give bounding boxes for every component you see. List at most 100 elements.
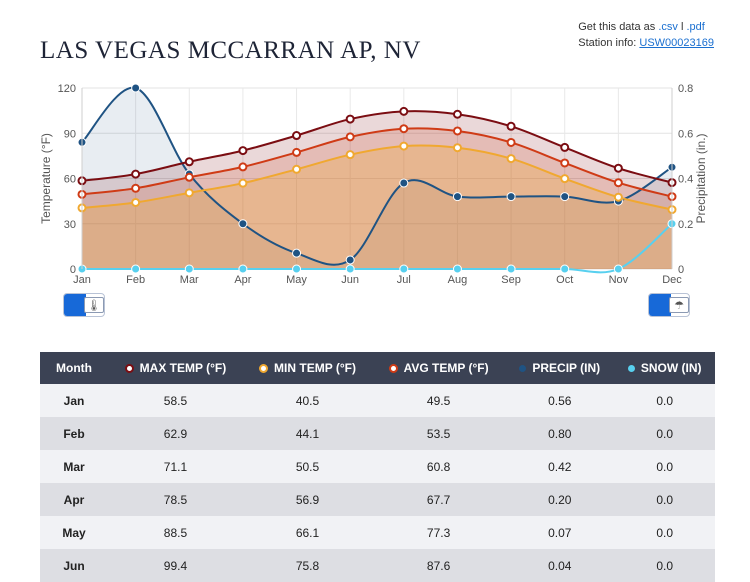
min-temp-f-point xyxy=(238,178,248,188)
precip-in-area xyxy=(82,87,672,269)
min-temp-f-point xyxy=(345,150,355,160)
y-left-tick-label: 30 xyxy=(64,219,76,231)
y-left-tick-label: 0 xyxy=(70,264,76,276)
max-temp-f-point xyxy=(184,157,194,167)
y-right-tick-label: 0.8 xyxy=(678,83,693,95)
cell-min-temp: 44.1 xyxy=(295,426,320,441)
y-right-tick-label: 0 xyxy=(678,264,684,276)
avg-temp-f-point xyxy=(345,132,355,142)
station-info-label: Station info: xyxy=(578,37,637,49)
temperature-toggle[interactable]: 🌡 xyxy=(63,293,105,317)
cell-snow: 0.0 xyxy=(656,393,674,408)
precip-in-point xyxy=(452,192,462,202)
cell-avg-temp: 67.7 xyxy=(426,492,451,507)
snow-in-point xyxy=(452,264,462,274)
x-tick-label: Dec xyxy=(662,274,682,286)
cell-snow: 0.0 xyxy=(656,426,674,441)
avg-temp-legend-icon xyxy=(388,364,398,374)
get-data-label: Get this data as xyxy=(578,21,656,33)
header-avg-temp-label: AVG TEMP (°F) xyxy=(403,361,489,375)
header-snow[interactable]: SNOW (IN) xyxy=(614,352,715,384)
snow-in-point xyxy=(345,264,355,274)
cell-precip: 0.04 xyxy=(548,558,572,573)
x-tick-label: Sep xyxy=(501,274,521,286)
avg-temp-f-point xyxy=(238,162,248,172)
snow-in-point xyxy=(184,264,194,274)
min-temp-f-point xyxy=(452,143,462,153)
cell-month: Jan xyxy=(63,393,85,408)
rain-cloud-icon: ☂ xyxy=(669,297,689,313)
header-precip-label: PRECIP (IN) xyxy=(532,361,601,375)
x-tick-label: Nov xyxy=(609,274,629,286)
avg-temp-f-line xyxy=(81,127,673,198)
station-id-link[interactable]: USW00023169 xyxy=(639,37,714,49)
header-avg-temp[interactable]: AVG TEMP (°F) xyxy=(372,352,505,384)
header-min-temp-label: MIN TEMP (°F) xyxy=(274,361,356,375)
cell-precip: 0.07 xyxy=(548,525,572,540)
max-temp-f-point xyxy=(506,121,516,131)
table-row: Mar 71.1 50.5 60.8 0.42 0.0 xyxy=(40,450,715,483)
cell-precip: 0.42 xyxy=(548,459,572,474)
precip-in-point xyxy=(131,83,141,93)
cell-max-temp: 88.5 xyxy=(163,525,188,540)
cell-snow: 0.0 xyxy=(656,558,674,573)
avg-temp-f-point xyxy=(613,178,623,188)
avg-temp-f-point xyxy=(399,124,409,134)
x-tick-label: Feb xyxy=(126,274,145,286)
cell-snow: 0.0 xyxy=(656,459,674,474)
min-temp-f-point xyxy=(131,197,141,207)
table-row: Feb 62.9 44.1 53.5 0.80 0.0 xyxy=(40,417,715,450)
table-row: Jun 99.4 75.8 87.6 0.04 0.0 xyxy=(40,549,715,582)
header-month[interactable]: Month xyxy=(56,361,92,375)
x-tick-label: Apr xyxy=(234,274,251,286)
snow-in-point xyxy=(506,264,516,274)
cell-month: Jun xyxy=(63,558,85,573)
cell-month: Mar xyxy=(63,459,85,474)
csv-link[interactable]: .csv xyxy=(658,21,678,33)
snow-legend-icon xyxy=(627,365,635,373)
max-temp-legend-icon xyxy=(124,364,134,374)
cell-snow: 0.0 xyxy=(656,492,674,507)
min-temp-f-point xyxy=(184,188,194,198)
cell-avg-temp: 60.8 xyxy=(426,459,451,474)
snow-in-point xyxy=(613,264,623,274)
climate-chart: 0 30 60 90 120 0 0.2 0.4 0.6 0.8 Jan Feb Mar Apr May Ju… xyxy=(39,83,708,286)
y-axis-right-title: Precipitation (in.) xyxy=(694,133,708,223)
max-temp-f-point xyxy=(238,146,248,156)
y-left-tick-label: 90 xyxy=(64,128,76,140)
max-temp-f-point xyxy=(345,114,355,124)
header-max-temp[interactable]: MAX TEMP (°F) xyxy=(108,352,243,384)
y-left-tick-label: 60 xyxy=(64,174,76,186)
header-precip[interactable]: PRECIP (IN) xyxy=(505,352,614,384)
cell-month: Feb xyxy=(63,426,85,441)
cell-min-temp: 75.8 xyxy=(295,558,320,573)
avg-temp-f-point xyxy=(452,126,462,136)
min-temp-f-point xyxy=(560,174,570,184)
cell-avg-temp: 53.5 xyxy=(426,426,451,441)
link-separator: l xyxy=(680,21,684,33)
max-temp-f-point xyxy=(399,106,409,116)
precipitation-toggle[interactable]: ☂ xyxy=(648,293,690,317)
table-header-row: Month MAX TEMP (°F) MIN TEMP (°F) AVG TE… xyxy=(40,352,715,384)
cell-max-temp: 58.5 xyxy=(163,393,188,408)
climate-table: Month MAX TEMP (°F) MIN TEMP (°F) AVG TE… xyxy=(40,352,715,582)
precip-in-point xyxy=(345,255,355,265)
pdf-link[interactable]: .pdf xyxy=(686,21,705,33)
min-temp-f-area xyxy=(82,145,672,269)
y-axis-left-title: Temperature (°F) xyxy=(39,133,53,224)
snow-in-point xyxy=(238,264,248,274)
header-min-temp[interactable]: MIN TEMP (°F) xyxy=(243,352,372,384)
x-tick-label: Aug xyxy=(448,274,468,286)
cell-min-temp: 66.1 xyxy=(295,525,320,540)
cell-avg-temp: 87.6 xyxy=(426,558,451,573)
cell-max-temp: 71.1 xyxy=(163,459,188,474)
snow-in-point xyxy=(292,264,302,274)
min-temp-f-point xyxy=(613,192,623,202)
min-temp-f-line xyxy=(81,144,673,211)
max-temp-f-point xyxy=(292,131,302,141)
max-temp-f-point xyxy=(560,142,570,152)
min-temp-f-point xyxy=(506,154,516,164)
min-temp-legend-icon xyxy=(259,364,269,374)
precip-in-point xyxy=(238,219,248,229)
y-right-tick-label: 0.2 xyxy=(678,219,693,231)
